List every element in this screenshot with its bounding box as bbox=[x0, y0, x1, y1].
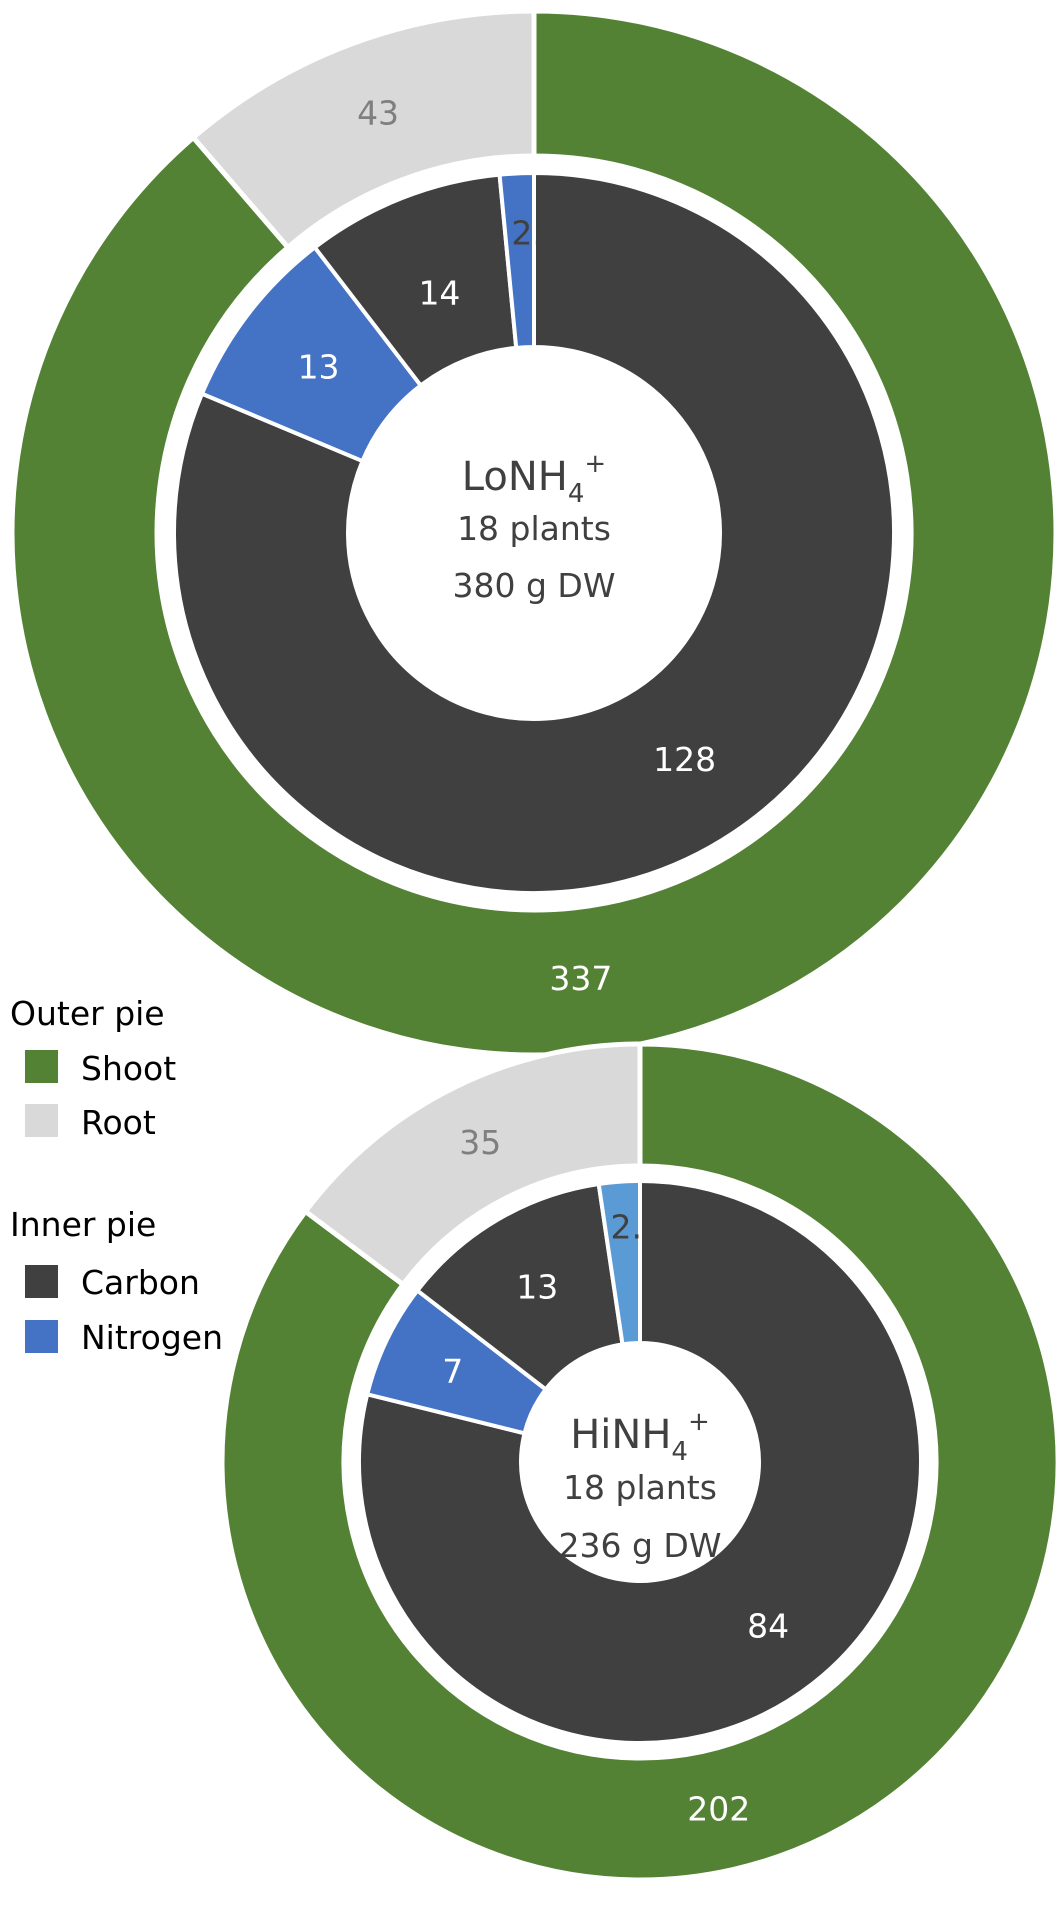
inner-label-shoot-carbon: 128 bbox=[653, 740, 716, 779]
inner-slice-root-carbon bbox=[414, 1181, 625, 1393]
center-dry-weight: 380 g DW bbox=[453, 566, 616, 605]
inner-slice-root-nitrogen bbox=[596, 1178, 642, 1347]
inner-label-shoot-carbon: 84 bbox=[747, 1606, 789, 1645]
center-title-sub: 4 bbox=[671, 1437, 688, 1467]
inner-label-root-carbon: 14 bbox=[418, 273, 460, 312]
outer-slice-shoot bbox=[9, 8, 1059, 1058]
inner-label-shoot-nitrogen: 7 bbox=[442, 1352, 463, 1391]
center-title-sup: + bbox=[584, 449, 606, 479]
legend-swatch-root bbox=[25, 1104, 58, 1137]
inner-label-shoot-nitrogen: 13 bbox=[298, 347, 340, 386]
center-title: LoNH4+ bbox=[462, 449, 606, 509]
center-title-main: HiNH bbox=[570, 1412, 671, 1458]
center-title-sup: + bbox=[688, 1407, 710, 1437]
outer-slice-root bbox=[189, 8, 537, 251]
inner-label-root-nitrogen: 2.5 bbox=[611, 1208, 663, 1247]
pie-hinh4-: 202 35 84 7 13 2.5 HiNH4+18 plants 236 g DW bbox=[219, 1041, 1061, 1883]
inner-label-root-nitrogen: 2.4 bbox=[511, 214, 563, 253]
legend-label-root: Root bbox=[81, 1103, 156, 1142]
legend-outer-title: Outer pie bbox=[10, 994, 165, 1033]
outer-label-root: 43 bbox=[357, 94, 399, 133]
legend-label-nitrogen: Nitrogen bbox=[81, 1318, 223, 1357]
center-plants: 18 plants bbox=[457, 509, 611, 548]
outer-slice-shoot bbox=[219, 1041, 1061, 1883]
outer-label-root: 35 bbox=[459, 1123, 501, 1162]
inner-slice-shoot-carbon bbox=[357, 1178, 923, 1745]
legend-label-shoot: Shoot bbox=[81, 1049, 176, 1088]
inner-slice-shoot-carbon bbox=[172, 170, 896, 895]
legend-swatch-shoot bbox=[25, 1050, 58, 1083]
center-title-main: LoNH bbox=[462, 454, 568, 500]
outer-label-shoot: 202 bbox=[687, 1790, 750, 1829]
center-title: HiNH4+ bbox=[570, 1407, 710, 1467]
legend: Outer pie Shoot Root Inner pie Carbon Ni… bbox=[10, 994, 223, 1357]
legend-inner-title: Inner pie bbox=[10, 1205, 156, 1244]
legend-swatch-carbon bbox=[25, 1265, 58, 1298]
inner-label-root-carbon: 13 bbox=[516, 1267, 558, 1306]
outer-label-shoot: 337 bbox=[549, 959, 612, 998]
inner-slice-root-nitrogen bbox=[497, 170, 536, 351]
outer-slice-root bbox=[301, 1041, 643, 1289]
pie-lonh4-: 337 43 128 13 14 2.4 LoNH4+18 plants 380 g DW bbox=[9, 8, 1059, 1058]
legend-label-carbon: Carbon bbox=[81, 1263, 200, 1302]
center-title-sub: 4 bbox=[568, 479, 585, 509]
legend-swatch-nitrogen bbox=[25, 1320, 58, 1353]
center-plants: 18 plants bbox=[563, 1468, 717, 1507]
center-dry-weight: 236 g DW bbox=[559, 1526, 722, 1565]
